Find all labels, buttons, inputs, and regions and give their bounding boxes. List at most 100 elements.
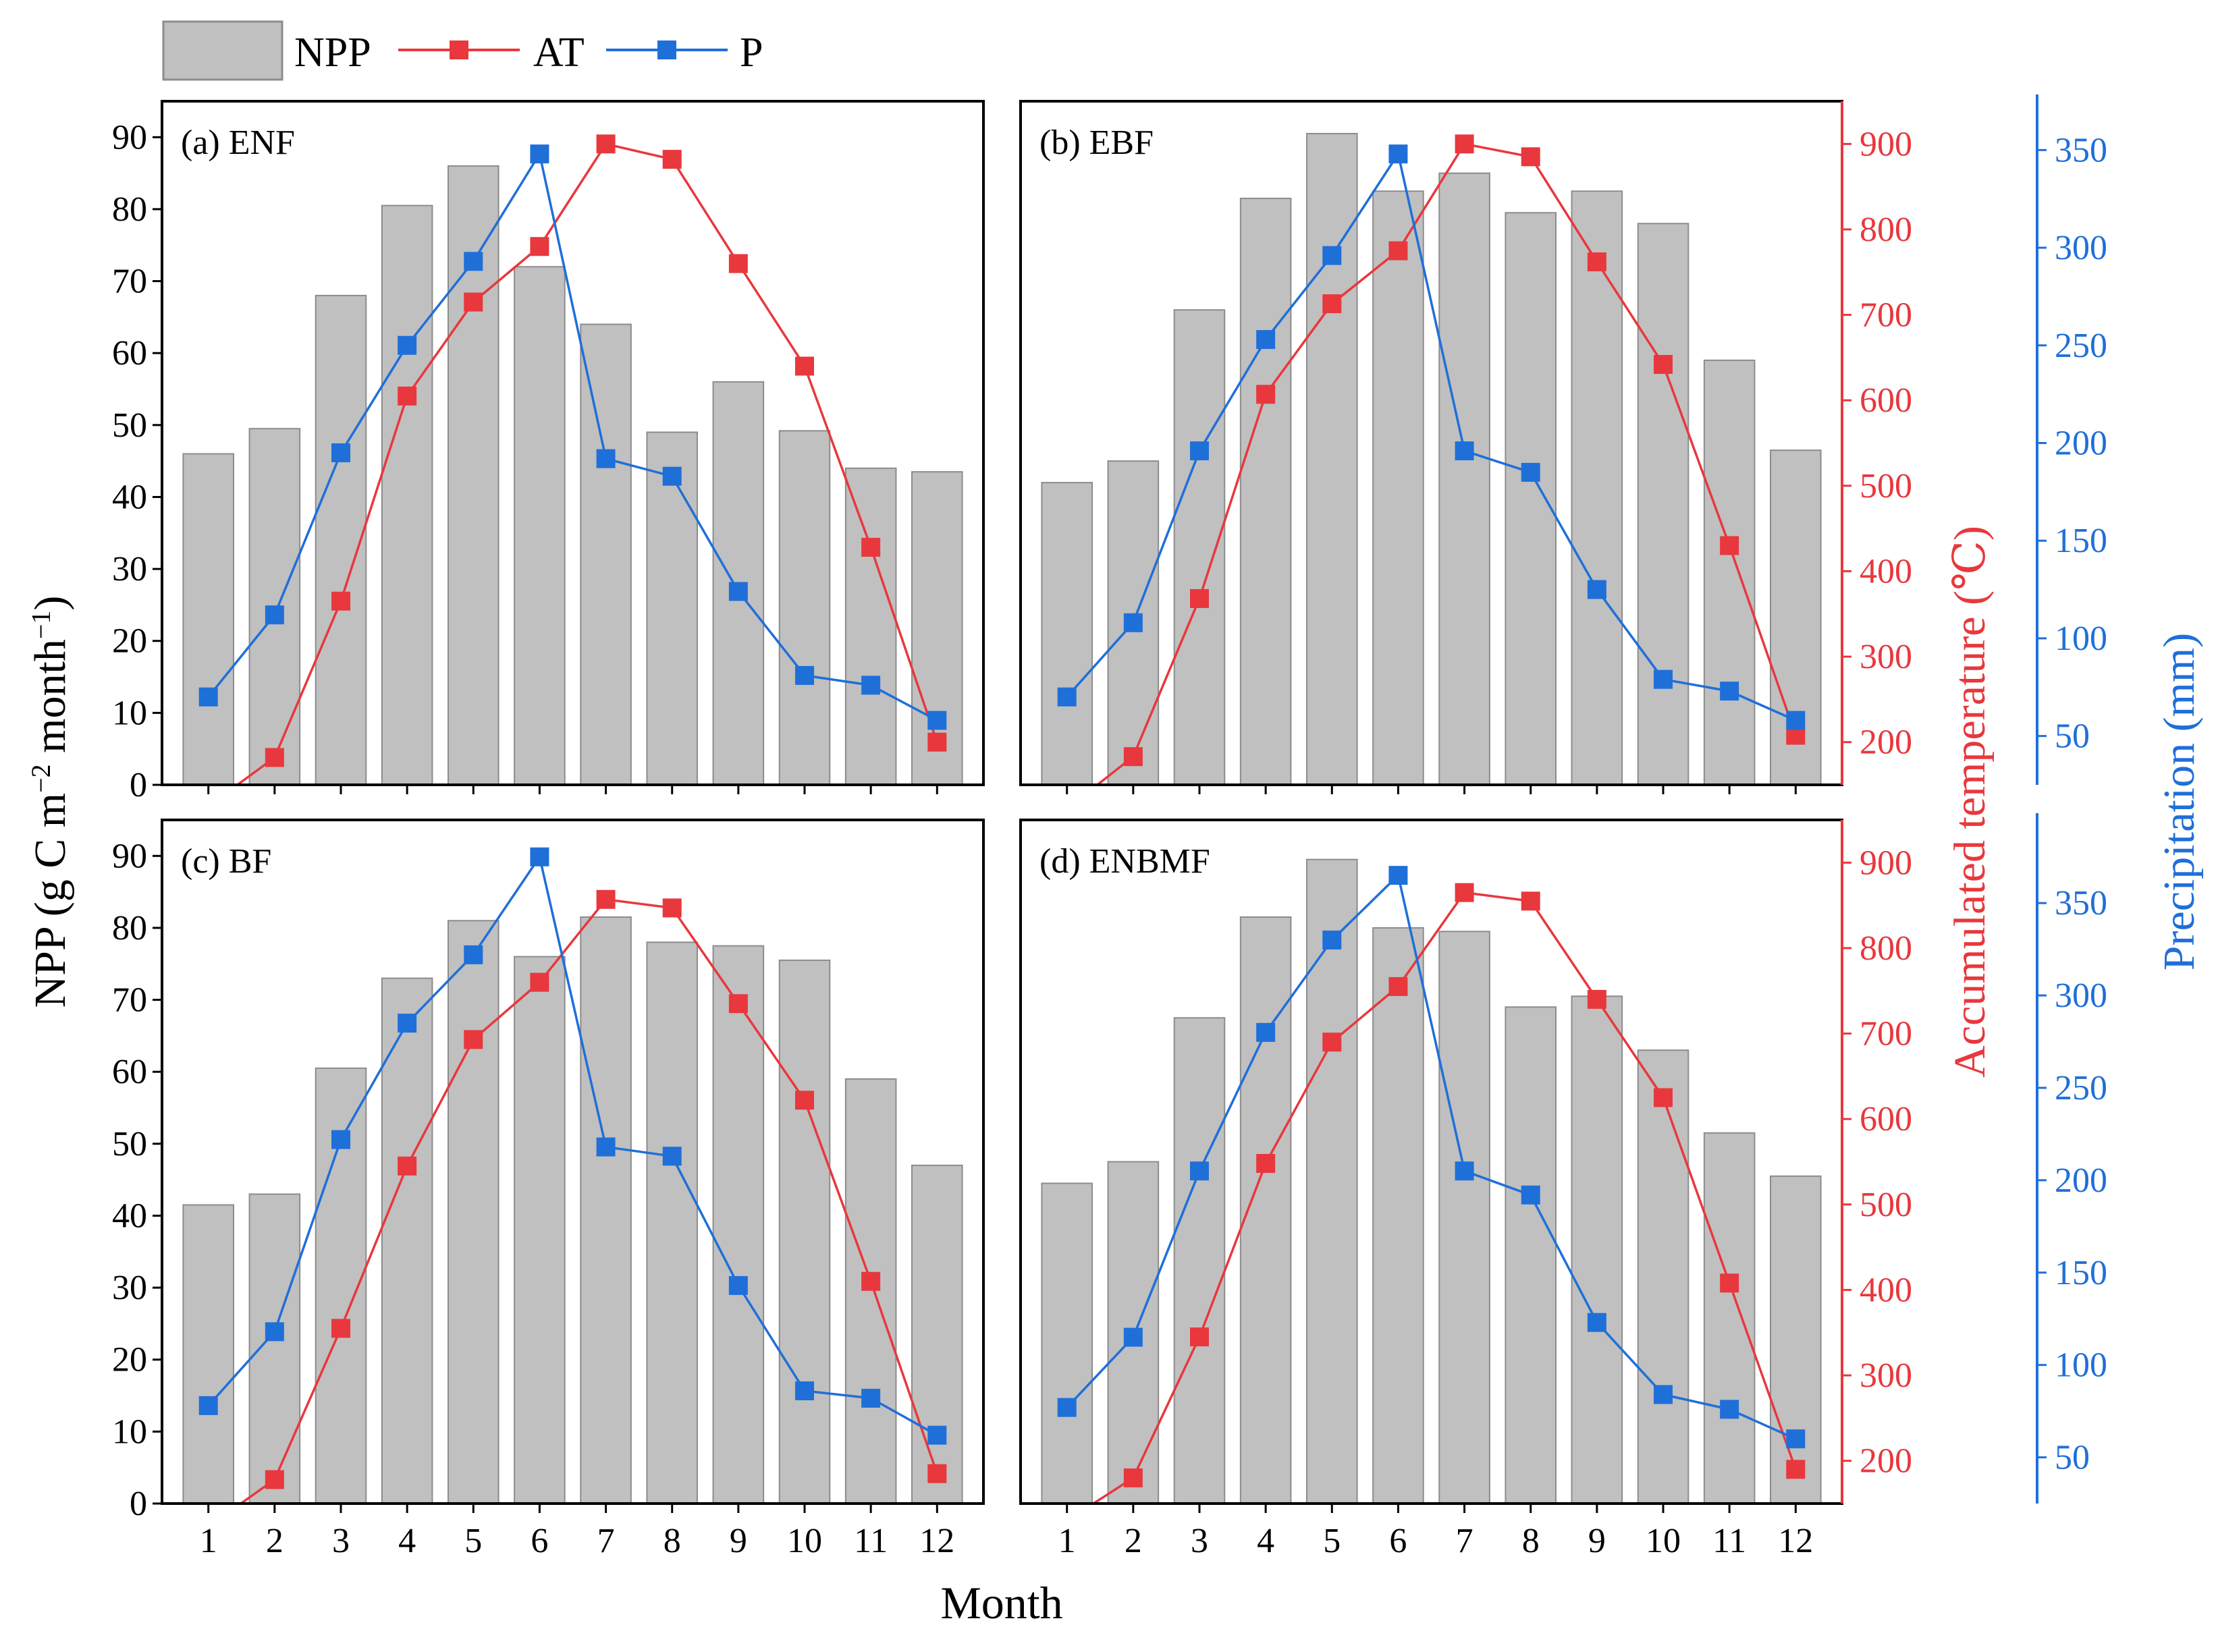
npp-bar xyxy=(1637,223,1689,786)
p-point xyxy=(1654,669,1673,689)
npp-tick-label: 0 xyxy=(130,1485,147,1523)
npp-tick-label: 10 xyxy=(112,694,147,732)
at-point xyxy=(1322,294,1342,314)
p-point xyxy=(1455,441,1474,461)
p-point xyxy=(331,443,350,462)
p-tick-label: 200 xyxy=(2055,424,2107,463)
panel-1: (a) ENF 0 10 20 30 40 50 60 70 80 90 xyxy=(112,100,985,804)
npp-bar xyxy=(778,959,831,1504)
npp-bar xyxy=(514,956,566,1504)
npp-bar xyxy=(447,920,499,1504)
p-point xyxy=(1388,866,1408,885)
p-point xyxy=(1256,330,1276,350)
npp-tick-label: 80 xyxy=(112,909,147,947)
at-point xyxy=(861,537,881,557)
p-tick-label: 50 xyxy=(2055,717,2090,756)
npp-bar xyxy=(381,204,433,786)
at-point xyxy=(1587,989,1606,1009)
at-point xyxy=(1256,385,1276,404)
npp-bar xyxy=(646,941,699,1504)
at-point xyxy=(1189,1327,1209,1347)
npp-bar xyxy=(1571,995,1623,1504)
month-tick-label: 9 xyxy=(730,1522,747,1560)
npp-tick-label: 0 xyxy=(130,766,147,804)
p-point xyxy=(265,605,284,625)
npp-bar xyxy=(1438,931,1490,1504)
npp-bar xyxy=(712,945,765,1504)
at-point xyxy=(398,386,417,406)
p-point xyxy=(728,1275,748,1295)
series-lines xyxy=(198,134,947,785)
npp-bar xyxy=(911,1164,963,1504)
npp-tick-label: 20 xyxy=(112,622,147,661)
panel-2: (b) EBF 200 300 400 500 600 700 800 900 50 100 150 2… xyxy=(1019,94,2107,794)
legend-npp-swatch xyxy=(162,20,283,81)
npp-tick-label: 50 xyxy=(112,1125,147,1163)
npp-bar xyxy=(1041,482,1093,786)
npp-axis-title-sup: −2 xyxy=(26,764,56,793)
p-tick-label: 50 xyxy=(2055,1439,2090,1477)
npp-tick-label: 60 xyxy=(112,334,147,373)
npp-tick-label: 20 xyxy=(112,1341,147,1379)
month-tick-label: 10 xyxy=(787,1522,822,1560)
month-tick-label: 6 xyxy=(531,1522,548,1560)
npp-bar xyxy=(580,323,632,786)
at-point xyxy=(1455,134,1474,154)
p-line xyxy=(207,150,938,722)
at-point xyxy=(861,1271,881,1291)
p-point xyxy=(1189,441,1209,461)
p-point xyxy=(398,335,417,355)
npp-bar xyxy=(1173,1017,1226,1504)
at-point xyxy=(1720,1273,1739,1293)
axis-titles: NPP (g C m−2 month−1) Accumulated tempera… xyxy=(26,526,2205,1628)
at-tick-label: 400 xyxy=(1860,1271,1912,1309)
month-tick-label: 8 xyxy=(1522,1522,1540,1560)
legend-p-label: P xyxy=(740,30,763,76)
at-point xyxy=(1720,536,1739,555)
at-point xyxy=(596,889,616,909)
p-point xyxy=(1654,1385,1673,1404)
npp-bar xyxy=(1438,172,1490,786)
p-line xyxy=(207,854,938,1437)
npp-bar xyxy=(646,431,699,786)
npp-bar xyxy=(182,1204,234,1505)
at-point xyxy=(1123,747,1143,767)
p-tick-label: 200 xyxy=(2055,1161,2107,1200)
npp-bar xyxy=(315,294,367,786)
month-tick-label: 4 xyxy=(1257,1522,1274,1560)
at-point xyxy=(1189,588,1209,608)
npp-tick-label: 80 xyxy=(112,190,147,229)
p-point xyxy=(1720,1400,1739,1419)
npp-bar xyxy=(1372,927,1424,1504)
p-point xyxy=(530,847,549,866)
p-point xyxy=(662,1147,682,1166)
p-point xyxy=(1786,711,1806,730)
npp-bar xyxy=(844,467,897,786)
npp-bar xyxy=(1770,1175,1822,1504)
at-point xyxy=(1521,147,1540,167)
at-point xyxy=(927,1464,947,1483)
npp-tick-label: 10 xyxy=(112,1412,147,1451)
at-line xyxy=(1095,142,1797,785)
month-tick-label: 12 xyxy=(1778,1522,1813,1560)
npp-bar xyxy=(1703,359,1756,786)
at-point xyxy=(530,237,549,256)
month-tick-label: 5 xyxy=(464,1522,482,1560)
p-point xyxy=(398,1014,417,1033)
p-point xyxy=(265,1322,284,1342)
p-point xyxy=(198,687,218,707)
at-point xyxy=(728,254,748,273)
p-line xyxy=(1066,150,1797,722)
p-tick-label: 300 xyxy=(2055,229,2107,267)
panel-title: (a) ENF xyxy=(181,123,295,162)
npp-bar xyxy=(1505,212,1557,786)
month-tick-label: 3 xyxy=(332,1522,350,1560)
npp-tick-label: 30 xyxy=(112,550,147,588)
p-point xyxy=(927,1425,947,1445)
series-lines xyxy=(198,847,947,1504)
legend-at-marker xyxy=(450,40,468,59)
at-point xyxy=(464,292,483,312)
at-tick-label: 900 xyxy=(1860,125,1912,163)
p-point xyxy=(1720,682,1739,701)
